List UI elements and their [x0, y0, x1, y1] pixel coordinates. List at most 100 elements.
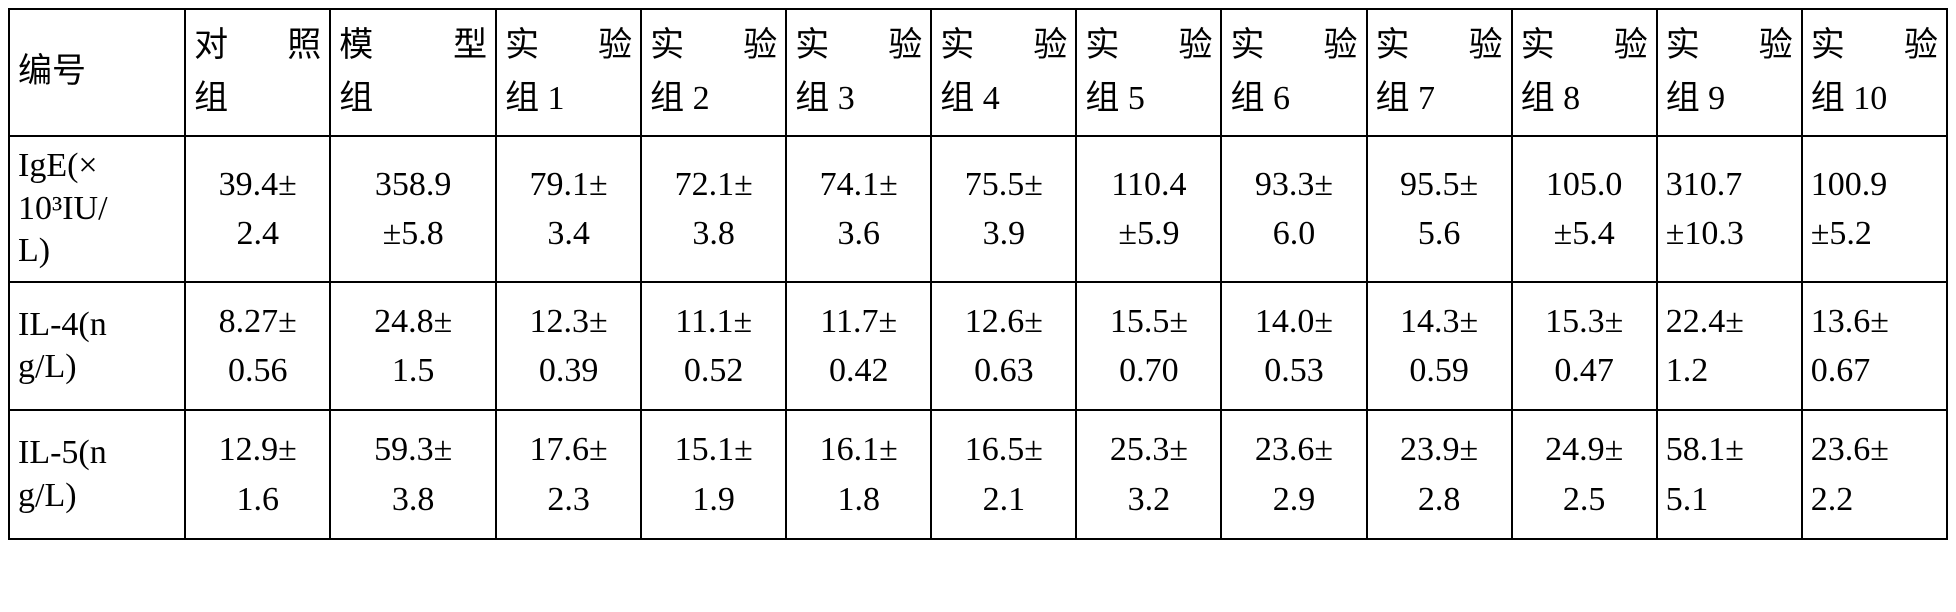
cell: 110.4±5.9: [1076, 136, 1221, 282]
hdr-line2: 组 1: [505, 73, 632, 126]
cell: 15.1±1.9: [641, 410, 786, 539]
cell-l2: 2.5: [1519, 475, 1650, 524]
cell-l1: 12.3±: [503, 297, 634, 346]
cell-l2: 0.42: [793, 346, 924, 395]
hdr-part: 实: [1085, 20, 1119, 73]
cell-l1: 16.1±: [793, 425, 924, 474]
hdr-part: 验: [1759, 20, 1793, 73]
hdr-part: 实: [1666, 20, 1700, 73]
cell: 25.3±3.2: [1076, 410, 1221, 539]
cell: 17.6±2.3: [496, 410, 641, 539]
hdr-part: 验: [1033, 20, 1067, 73]
col-header-e6: 实验 组 6: [1221, 9, 1366, 136]
hdr-line2: 组 10: [1811, 73, 1938, 126]
cell-l1: 110.4: [1083, 160, 1214, 209]
rowhdr-line: g/L): [18, 346, 178, 389]
cell: 23.6±2.2: [1802, 410, 1947, 539]
cell-l2: 3.9: [938, 209, 1069, 258]
cell: 74.1±3.6: [786, 136, 931, 282]
cell-l2: 6.0: [1228, 209, 1359, 258]
hdr-part: 验: [1469, 20, 1503, 73]
cell-l1: 358.9: [337, 160, 489, 209]
cell: 310.7±10.3: [1657, 136, 1802, 282]
cell-l1: 23.6±: [1228, 425, 1359, 474]
cell: 11.7±0.42: [786, 282, 931, 411]
cell-l2: 3.8: [337, 475, 489, 524]
cell-l1: 59.3±: [337, 425, 489, 474]
cell-l1: 25.3±: [1083, 425, 1214, 474]
cell-l1: 93.3±: [1228, 160, 1359, 209]
cell: 24.8±1.5: [330, 282, 496, 411]
cell-l2: 3.8: [648, 209, 779, 258]
cell-l1: 11.7±: [793, 297, 924, 346]
cell-l1: 14.3±: [1374, 297, 1505, 346]
hdr-line2: 组 8: [1521, 73, 1648, 126]
cell-l1: 22.4±: [1666, 297, 1795, 346]
cell-l2: 2.4: [192, 209, 323, 258]
hdr-line2: 组 7: [1376, 73, 1503, 126]
cell: 58.1±5.1: [1657, 410, 1802, 539]
cell-l2: 0.70: [1083, 346, 1214, 395]
cell: 12.6±0.63: [931, 282, 1076, 411]
cell-l1: 74.1±: [793, 160, 924, 209]
cell-l1: 58.1±: [1666, 425, 1795, 474]
col-header-e8: 实验 组 8: [1512, 9, 1657, 136]
cell: 22.4±1.2: [1657, 282, 1802, 411]
hdr-part: 验: [1324, 20, 1358, 73]
cell-l2: 1.6: [192, 475, 323, 524]
table-row: IL-5(n g/L) 12.9±1.6 59.3±3.8 17.6±2.3 1…: [9, 410, 1947, 539]
hdr-line2: 组 6: [1230, 73, 1357, 126]
cell: 14.3±0.59: [1367, 282, 1512, 411]
cell-l2: 2.8: [1374, 475, 1505, 524]
cell-l1: 105.0: [1519, 160, 1650, 209]
cell-l2: 1.5: [337, 346, 489, 395]
cell-l1: 75.5±: [938, 160, 1069, 209]
cell: 358.9±5.8: [330, 136, 496, 282]
hdr-part: 实: [1521, 20, 1555, 73]
hdr-line2: 组 4: [940, 73, 1067, 126]
cell-l1: 8.27±: [192, 297, 323, 346]
cell-l2: 2.9: [1228, 475, 1359, 524]
col-header-e9: 实验 组 9: [1657, 9, 1802, 136]
cell-l2: 1.8: [793, 475, 924, 524]
hdr-part: 验: [598, 20, 632, 73]
col-header-e10: 实验 组 10: [1802, 9, 1947, 136]
cell-l2: 0.56: [192, 346, 323, 395]
cell-l2: ±10.3: [1666, 209, 1795, 258]
cell-l2: 0.39: [503, 346, 634, 395]
cell-l1: 16.5±: [938, 425, 1069, 474]
results-table: 编号 对照 组 模型 组 实验 组 1 实验 组 2 实验 组 3: [8, 8, 1948, 540]
hdr-part: 验: [1904, 20, 1938, 73]
cell: 16.5±2.1: [931, 410, 1076, 539]
cell-l1: 12.9±: [192, 425, 323, 474]
cell-l2: 3.2: [1083, 475, 1214, 524]
hdr-part: 验: [1178, 20, 1212, 73]
cell: 12.9±1.6: [185, 410, 330, 539]
cell: 93.3±6.0: [1221, 136, 1366, 282]
cell-l2: ±5.4: [1519, 209, 1650, 258]
cell: 100.9±5.2: [1802, 136, 1947, 282]
hdr-part: 型: [453, 20, 487, 73]
cell: 75.5±3.9: [931, 136, 1076, 282]
col-header-e4: 实验 组 4: [931, 9, 1076, 136]
row-header-il4: IL-4(n g/L): [9, 282, 185, 411]
hdr-part: 实: [650, 20, 684, 73]
col-header-e3: 实验 组 3: [786, 9, 931, 136]
cell: 23.6±2.9: [1221, 410, 1366, 539]
cell-l2: 5.6: [1374, 209, 1505, 258]
cell-l1: 23.9±: [1374, 425, 1505, 474]
rowhdr-line: 10³IU/: [18, 188, 178, 231]
cell-l2: 3.4: [503, 209, 634, 258]
col-header-model: 模型 组: [330, 9, 496, 136]
cell-l1: 100.9: [1811, 160, 1940, 209]
cell-l1: 24.9±: [1519, 425, 1650, 474]
rowhdr-line: g/L): [18, 475, 178, 518]
col-header-e2: 实验 组 2: [641, 9, 786, 136]
cell-l2: 0.67: [1811, 346, 1940, 395]
hdr-part: 实: [1376, 20, 1410, 73]
cell: 24.9±2.5: [1512, 410, 1657, 539]
cell-l1: 95.5±: [1374, 160, 1505, 209]
cell-l1: 15.3±: [1519, 297, 1650, 346]
hdr-line2: 组 2: [650, 73, 777, 126]
col-header-text: 编号: [18, 53, 86, 90]
